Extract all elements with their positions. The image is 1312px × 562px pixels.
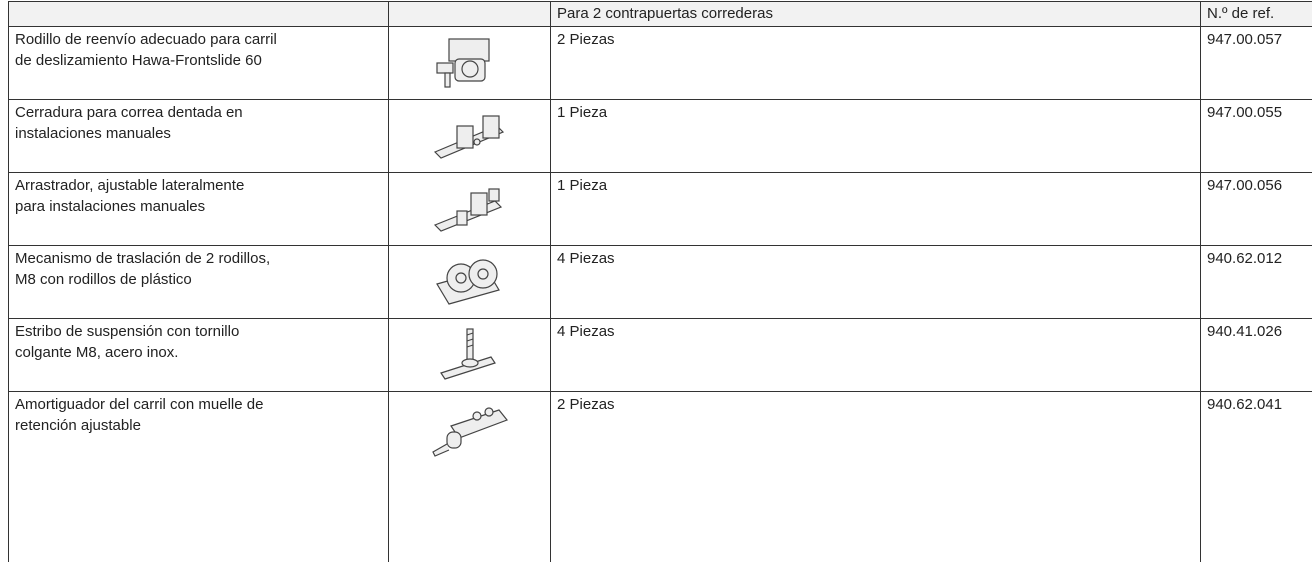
product-image — [427, 31, 513, 93]
image-cell — [389, 100, 551, 173]
header-cell — [389, 2, 551, 27]
header-row: Para 2 contrapuertas correderas N.º de r… — [9, 2, 1312, 27]
image-cell — [389, 173, 551, 246]
description-line: retención ajustable — [15, 415, 382, 436]
quantity-cell: 1 Pieza — [551, 100, 1201, 173]
parts-table: Para 2 contrapuertas correderas N.º de r… — [8, 1, 1312, 562]
product-image — [427, 250, 513, 312]
ref-cell: 947.00.056 — [1201, 173, 1312, 246]
image-cell — [389, 27, 551, 100]
page: {"table": { "header": {"quantity": "Para… — [0, 0, 1312, 506]
header-ref: N.º de ref. — [1201, 2, 1312, 27]
product-image — [427, 323, 513, 385]
image-cell — [389, 319, 551, 392]
quantity-cell: 2 Piezas — [551, 27, 1201, 100]
image-cell — [389, 246, 551, 319]
table-row: Mecanismo de traslación de 2 rodillos,M8… — [9, 246, 1312, 319]
quantity-cell: 2 Piezas — [551, 392, 1201, 562]
ref-cell: 947.00.057 — [1201, 27, 1312, 100]
header-quantity: Para 2 contrapuertas correderas — [551, 2, 1201, 27]
ref-cell: 940.41.026 — [1201, 319, 1312, 392]
description-line: de deslizamiento Hawa-Frontslide 60 — [15, 50, 382, 71]
description-line: colgante M8, acero inox. — [15, 342, 382, 363]
quantity-cell: 4 Piezas — [551, 246, 1201, 319]
description-line: Estribo de suspensión con tornillo — [15, 321, 382, 342]
quantity-cell: 1 Pieza — [551, 173, 1201, 246]
description-line: Amortiguador del carril con muelle de — [15, 394, 382, 415]
description-line: Rodillo de reenvío adecuado para carril — [15, 29, 382, 50]
description-line: Arrastrador, ajustable lateralmente — [15, 175, 382, 196]
ref-cell: 940.62.041 — [1201, 392, 1312, 562]
header-cell — [9, 2, 389, 27]
ref-cell: 940.62.012 — [1201, 246, 1312, 319]
description-cell: Mecanismo de traslación de 2 rodillos,M8… — [9, 246, 389, 319]
description-line: para instalaciones manuales — [15, 196, 382, 217]
body: Para 2 contrapuertas correderas N.º de r… — [0, 0, 1312, 506]
product-image — [427, 177, 513, 239]
quantity-cell: 4 Piezas — [551, 319, 1201, 392]
image-cell — [389, 392, 551, 562]
description-line: M8 con rodillos de plástico — [15, 269, 382, 290]
description-line: Cerradura para correa dentada en — [15, 102, 382, 123]
ref-cell: 947.00.055 — [1201, 100, 1312, 173]
description-line: Mecanismo de traslación de 2 rodillos, — [15, 248, 382, 269]
description-line: instalaciones manuales — [15, 123, 382, 144]
product-image — [427, 104, 513, 166]
product-image — [427, 396, 513, 458]
